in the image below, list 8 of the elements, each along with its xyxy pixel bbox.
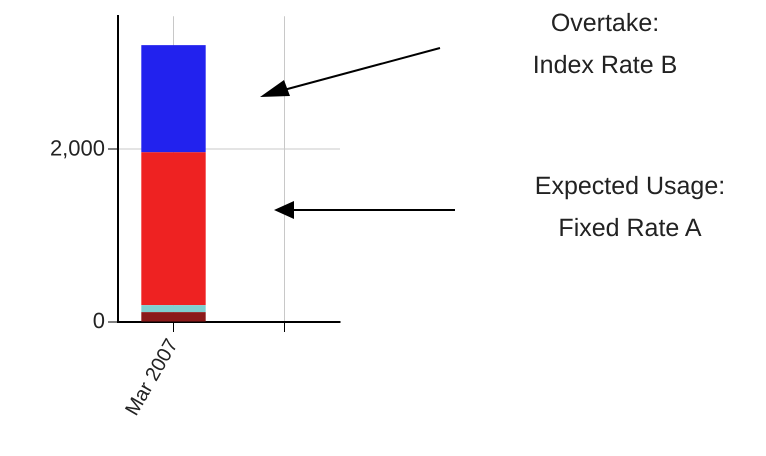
bar [141,152,206,306]
text: Expected Usage: Fixed Rate A [534,171,726,244]
bar [141,305,206,312]
bar [141,45,206,152]
y-tick-label: 0 [92,308,105,334]
y-tick-label: 2,000 [50,135,105,160]
bar [141,312,206,322]
text: Overtake: Index Rate B [532,8,678,81]
